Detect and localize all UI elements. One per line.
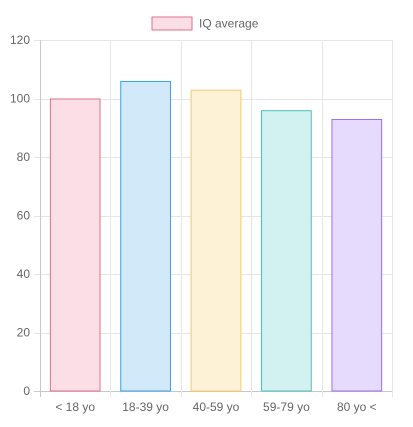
legend[interactable]: IQ average	[151, 16, 259, 31]
y-tick-label: 80	[17, 150, 31, 164]
bar-40-59-yo[interactable]	[190, 89, 242, 392]
y-tick-label: 120	[10, 33, 30, 47]
y-tick-label: 100	[10, 92, 30, 106]
y-axis-ticks: 0 20 40 60 80 100 120	[10, 33, 30, 398]
bars	[49, 80, 383, 392]
y-tick-label: 20	[17, 326, 31, 340]
y-tick-label: 40	[17, 267, 31, 281]
legend-label-iq-average[interactable]: IQ average	[199, 17, 259, 31]
legend-swatch-iq-average[interactable]	[151, 16, 193, 31]
y-tick-label: 60	[17, 209, 31, 223]
bar-18-yo[interactable]	[49, 98, 101, 392]
x-tick-label: < 18 yo	[55, 400, 95, 414]
x-tick-label: 40-59 yo	[193, 400, 240, 414]
x-tick-label: 59-79 yo	[263, 400, 310, 414]
bar-80-yo[interactable]	[331, 118, 383, 392]
x-tick-label: 80 yo <	[337, 400, 377, 414]
x-axis-ticks: < 18 yo 18-39 yo 40-59 yo 59-79 yo 80 yo <	[55, 400, 376, 414]
y-tick-label: 0	[23, 384, 30, 398]
bar-59-79-yo[interactable]	[261, 110, 312, 392]
bar-18-39-yo[interactable]	[120, 80, 171, 392]
x-tick-label: 18-39 yo	[122, 400, 169, 414]
